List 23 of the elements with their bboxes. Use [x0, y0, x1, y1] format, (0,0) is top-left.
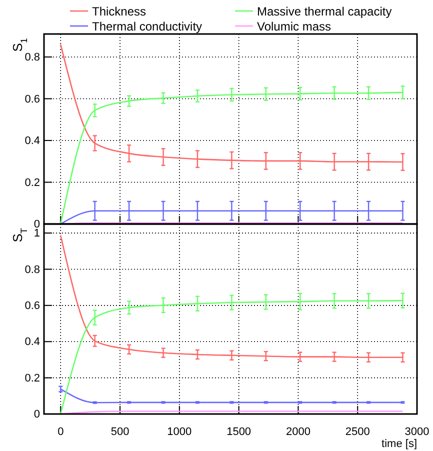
- line-series: [60, 234, 404, 358]
- y-tick-label: 0.2: [24, 372, 40, 384]
- y-tick-label: 0.6: [24, 93, 40, 106]
- x-axis-title: time [s]: [382, 438, 417, 450]
- x-tick-label: 1000: [167, 426, 192, 438]
- y-tick-label: 0.6: [24, 300, 40, 312]
- x-tick-label: 500: [110, 426, 130, 438]
- x-tick-label: 1500: [226, 426, 252, 438]
- y-tick-label: 0.2: [24, 176, 40, 189]
- x-tick-label: 0: [58, 426, 64, 438]
- y-tick-label: 0.4: [24, 336, 40, 348]
- x-tick-label: 2500: [345, 426, 370, 438]
- x-tick-label: 3000: [404, 426, 430, 438]
- x-tick-label: 2000: [286, 426, 310, 438]
- y-tick-label: 0.8: [24, 264, 40, 276]
- legend-label: Volumic mass: [257, 20, 332, 34]
- legend-label: Thickness: [92, 4, 146, 18]
- y-tick-label: 0.8: [24, 51, 40, 64]
- y-tick-label: 0: [34, 408, 40, 421]
- y-tick-label: 1: [34, 228, 40, 240]
- y-tick-label: 0.4: [24, 135, 40, 148]
- legend-label: Massive thermal capacity: [257, 4, 392, 18]
- legend-label: Thermal conductivity: [92, 20, 202, 34]
